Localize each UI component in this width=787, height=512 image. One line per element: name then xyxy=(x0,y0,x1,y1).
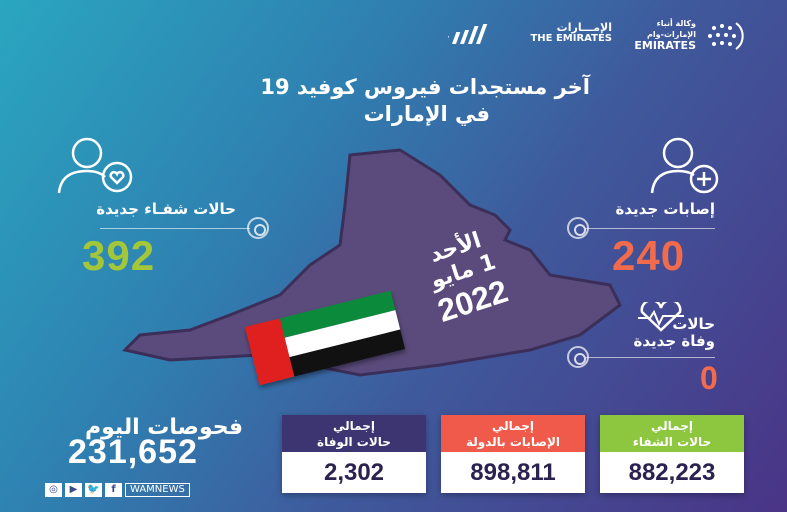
total-recoveries-box: إجمالي حالات الشفاء 882,223 xyxy=(600,415,744,493)
youtube-icon[interactable]: ▶ xyxy=(65,483,82,497)
new-deaths-label: حالات وفاة جديدة xyxy=(633,315,715,350)
total-recoveries-label: إجمالي حالات الشفاء xyxy=(600,415,744,452)
the-emirates-logo-text: الإمـــارات THE EMIRATES xyxy=(530,21,612,44)
person-plus-icon xyxy=(650,137,719,194)
total-recoveries-value: 882,223 xyxy=(600,452,744,493)
total-deaths-value: 2,302 xyxy=(282,452,426,493)
social-bar: ◎ ▶ 🐦 f WAMNEWS xyxy=(45,483,190,497)
wam-logo-text: وكالة أنباء الإمارات-وام EMIRATES xyxy=(634,19,696,52)
new-infections-value: 240 xyxy=(612,232,686,279)
total-deaths-label: إجمالي حالات الوفاة xyxy=(282,415,426,452)
new-recoveries-value: 392 xyxy=(82,232,156,279)
the-emirates-logo-icon xyxy=(442,22,510,48)
total-infections-value: 898,811 xyxy=(441,452,585,493)
heartbeat-icon xyxy=(638,302,684,332)
person-heart-icon xyxy=(57,137,133,194)
target-icon xyxy=(567,217,589,239)
target-icon xyxy=(247,217,269,239)
new-recoveries-label: حالات شفـاء جديدة xyxy=(96,200,236,218)
divider xyxy=(585,357,715,358)
total-infections-label: إجمالي الإصابات بالدولة xyxy=(441,415,585,452)
new-infections-label: إصابات جديدة xyxy=(615,200,715,218)
twitter-icon[interactable]: 🐦 xyxy=(85,483,102,497)
total-infections-box: إجمالي الإصابات بالدولة 898,811 xyxy=(441,415,585,493)
new-deaths-value: 0 xyxy=(700,360,719,396)
wam-globe-logo-icon xyxy=(700,18,752,54)
total-deaths-box: إجمالي حالات الوفاة 2,302 xyxy=(282,415,426,493)
uae-map xyxy=(122,148,622,377)
target-icon xyxy=(567,346,589,368)
divider xyxy=(585,228,715,229)
divider xyxy=(100,228,250,229)
tests-today-value: 231,652 xyxy=(68,433,198,471)
wamnews-handle: WAMNEWS xyxy=(125,483,190,497)
page-title: آخر مستجدات فيروس كوفيد 19 في الإمارات xyxy=(260,75,590,126)
instagram-icon[interactable]: ◎ xyxy=(45,483,62,497)
tests-today-label: فحوصات اليوم xyxy=(84,415,243,440)
facebook-icon[interactable]: f xyxy=(105,483,122,497)
